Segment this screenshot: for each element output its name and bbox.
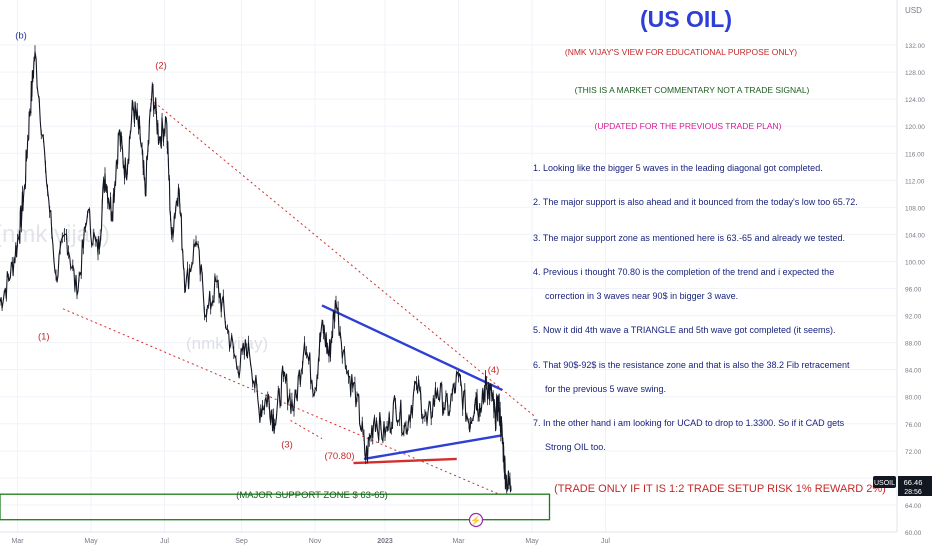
y-tick-label: 128.00 (905, 70, 925, 77)
wave-labels: (b) (2) (1) (3) (4) (70.80) (15, 30, 499, 462)
y-tick-label: 64.00 (905, 503, 922, 510)
trade-note: (TRADE ONLY IF IT IS 1:2 TRADE SETUP RIS… (554, 483, 886, 495)
commentary-line: 3. The major support zone as mentioned h… (533, 233, 845, 243)
x-tick-label: Mar (452, 538, 465, 545)
note-educational: (NMK VIJAY'S VIEW FOR EDUCATIONAL PURPOS… (565, 47, 797, 57)
y-tick-label: 124.00 (905, 97, 925, 104)
support-zone[interactable]: (MAJOR SUPPORT ZONE $ 63-65) (0, 490, 551, 521)
y-tick-label: 84.00 (905, 368, 922, 375)
x-tick-label: Sep (235, 538, 248, 545)
channel-line (62, 308, 501, 496)
channel-line (150, 98, 536, 418)
commentary-line: 2. The major support is also ahead and i… (533, 197, 858, 207)
commentary-line: 1. Looking like the bigger 5 waves in th… (533, 163, 823, 173)
commentary-line: 7. In the other hand i am looking for UC… (533, 418, 845, 428)
y-tick-label: 100.00 (905, 259, 925, 266)
price-axis[interactable]: USD 60.0064.0068.0072.0076.0080.0084.008… (896, 0, 925, 537)
x-tick-label: May (84, 538, 98, 545)
wave-label: (2) (155, 61, 167, 72)
y-tick-label: 72.00 (905, 449, 922, 456)
y-tick-label: 108.00 (905, 205, 925, 212)
x-tick-label: Jul (160, 538, 169, 545)
channel-line (290, 419, 323, 440)
commentary-line: 4. Previous i thought 70.80 is the compl… (533, 267, 834, 277)
watermark-middle: (nmk vijay) (186, 334, 268, 353)
commentary-line: 5. Now it did 4th wave a TRIANGLE and 5t… (533, 325, 835, 335)
y-tick-label: 80.00 (905, 395, 922, 402)
commentary-list: 1. Looking like the bigger 5 waves in th… (533, 163, 858, 452)
lightning-icon: ⚡ (470, 515, 481, 527)
countdown: 28:56 (904, 489, 922, 496)
symbol-label: USOIL (874, 480, 895, 487)
triangle-line (363, 434, 503, 461)
y-tick-label: 120.00 (905, 124, 925, 131)
price-series (0, 45, 512, 494)
time-axis[interactable]: Mar May Jul Sep Nov 2023 Mar May Jul (0, 531, 897, 545)
note-updated: (UPDATED FOR THE PREVIOUS TRADE PLAN) (594, 121, 781, 131)
x-tick-label: Mar (11, 538, 24, 545)
note-commentary: (THIS IS A MARKET COMMENTARY NOT A TRADE… (575, 85, 810, 95)
support-zone-label: (MAJOR SUPPORT ZONE $ 63-65) (236, 490, 388, 501)
commentary-line: correction in 3 waves near 90$ in bigger… (545, 291, 738, 301)
y-tick-label: 88.00 (905, 341, 922, 348)
commentary-line: Strong OIL too. (545, 442, 606, 452)
y-tick-label: 132.00 (905, 43, 925, 50)
y-tick-label: 92.00 (905, 314, 922, 321)
event-marker[interactable]: ⚡ (468, 512, 484, 528)
y-tick-label: 104.00 (905, 232, 925, 239)
chart-title: (US OIL) (640, 6, 732, 32)
wave-label: (1) (38, 331, 50, 342)
wave-label: (b) (15, 30, 27, 41)
wave-label: (4) (488, 365, 500, 376)
x-tick-label: Nov (309, 538, 322, 545)
x-tick-label: May (525, 538, 539, 545)
y-tick-label: 96.00 (905, 287, 922, 294)
wave-label: (70.80) (324, 451, 354, 462)
grid-lines (0, 0, 897, 533)
y-tick-label: 112.00 (905, 178, 925, 185)
y-tick-label: 60.00 (905, 530, 922, 537)
triangle-line (321, 304, 503, 392)
commentary-line: 6. That 90$-92$ is the resistance zone a… (533, 360, 850, 370)
commentary-line: for the previous 5 wave swing. (545, 384, 666, 394)
x-tick-label: 2023 (377, 538, 393, 545)
support-trendline (353, 457, 457, 465)
currency-label: USD (905, 6, 922, 15)
y-tick-label: 76.00 (905, 422, 922, 429)
x-tick-label: Jul (601, 538, 610, 545)
y-tick-label: 116.00 (905, 151, 925, 158)
wave-label: (3) (281, 439, 293, 450)
price-badge[interactable]: USOIL 66.46 28:56 (873, 476, 932, 496)
last-price: 66.46 (904, 478, 923, 487)
price-line (0, 51, 512, 493)
drawing-overlays[interactable] (62, 98, 536, 496)
